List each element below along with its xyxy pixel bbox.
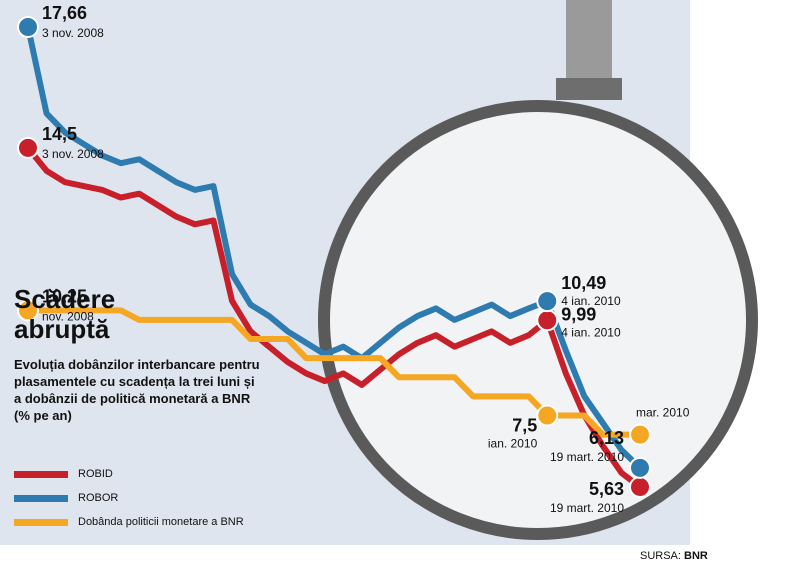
point-marker (17, 16, 39, 38)
date-label: 4 ian. 2010 (561, 294, 621, 308)
point-marker (17, 136, 39, 159)
legend-swatch (14, 494, 68, 502)
date-label: 3 nov. 2008 (42, 26, 104, 40)
point-marker (536, 309, 559, 332)
source-label: SURSA: (640, 550, 681, 562)
value-label: 6,13 (589, 428, 624, 448)
value-label: 10,25 (42, 286, 87, 306)
legend-label: Dobânda politicii monetare a BNR (78, 516, 244, 528)
point-marker (536, 404, 559, 427)
chart-title: Scădere abruptă (14, 284, 116, 344)
value-label: 17,66 (42, 3, 87, 23)
value-label: 9,99 (561, 304, 596, 324)
legend-label: ROBID (78, 468, 113, 480)
legend-swatch (14, 518, 68, 526)
value-label: 7,5 (512, 415, 537, 435)
date-label: 3 nov. 2008 (42, 147, 104, 161)
date-label: 19 mart. 2010 (550, 501, 624, 515)
legend-item: ROBOR (14, 486, 244, 510)
date-label: 4 ian. 2010 (561, 325, 621, 339)
magnifier-handle (566, 0, 612, 80)
point-marker (536, 290, 559, 313)
chart-subtitle: Evoluția dobânzilor interbancare pentru … (14, 357, 260, 423)
series-line (28, 307, 640, 438)
date-label: ian. 2010 (488, 436, 538, 450)
source: SURSA: BNR (640, 550, 708, 562)
value-label: 5,63 (589, 479, 624, 499)
magnifier-collar (556, 78, 622, 100)
source-name: BNR (684, 550, 708, 562)
legend-item: ROBID (14, 462, 244, 486)
legend-item: Dobânda politicii monetare a BNR (14, 510, 244, 534)
value-label: 14,5 (42, 124, 77, 144)
point-marker (629, 423, 651, 446)
point-marker (629, 456, 651, 479)
date-label: 19 mart. 2010 (550, 450, 624, 464)
date-label: nov. 2008 (42, 309, 94, 323)
series-line (25, 145, 642, 490)
value-label: 10,49 (561, 273, 606, 293)
point-marker (629, 476, 651, 498)
legend-swatch (14, 470, 68, 478)
date-label: mar. 2010 (636, 406, 690, 420)
legend: ROBID ROBOR Dobânda politicii monetare a B… (14, 462, 244, 534)
legend-label: ROBOR (78, 492, 119, 504)
point-marker (17, 299, 39, 322)
